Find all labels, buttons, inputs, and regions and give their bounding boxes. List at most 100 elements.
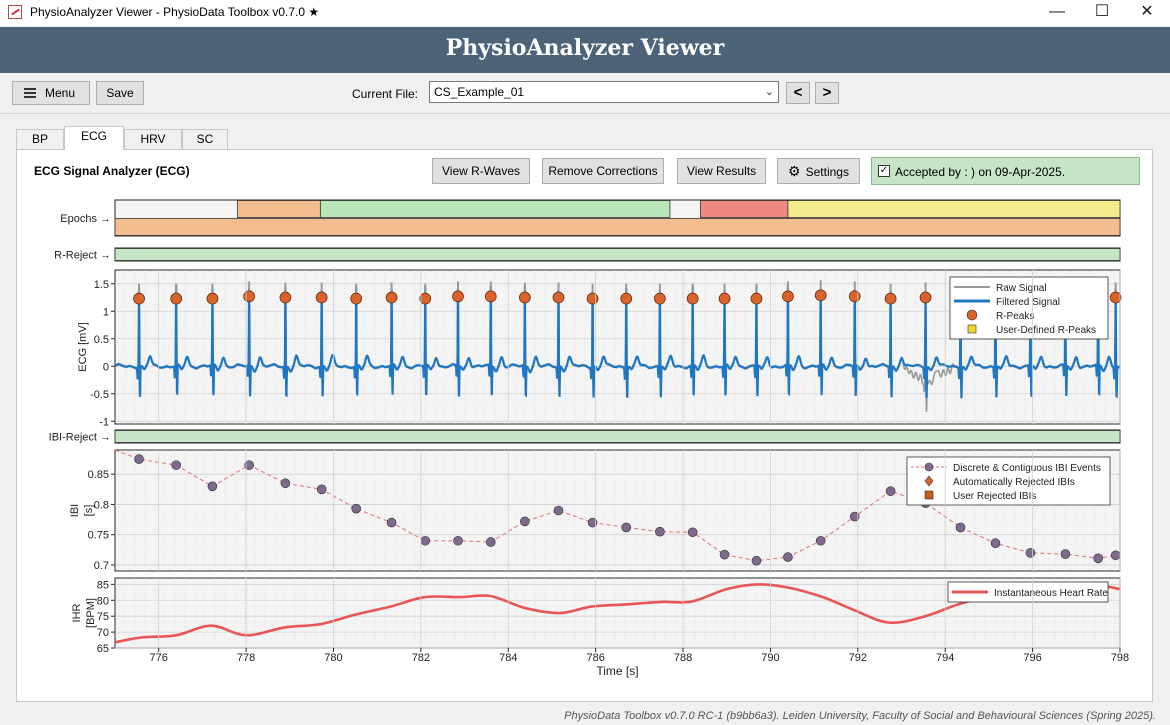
- ihr-xtick-label: 796: [1023, 652, 1041, 664]
- ecg-legend-entry: Filtered Signal: [996, 297, 1060, 308]
- ibi-point: [316, 484, 327, 495]
- ibi-point: [520, 516, 530, 527]
- settings-label: Settings: [805, 165, 849, 179]
- tab-sc[interactable]: SC: [182, 129, 228, 149]
- ibi-point: [453, 535, 463, 546]
- tab-hrv[interactable]: HRV: [124, 129, 182, 149]
- ibi-point: [1060, 549, 1071, 559]
- ibi-point: [420, 535, 431, 546]
- ecg-r-peak-marker: [782, 290, 794, 303]
- ibi-point: [783, 552, 793, 562]
- ecg-ytick-label: 0: [103, 361, 109, 373]
- ecg-legend: Raw Signal Filtered Signal R-Peaks User-Def…: [949, 276, 1109, 340]
- ecg-r-peak-marker: [620, 292, 633, 305]
- ecg-ytick-label: 0.5: [94, 334, 109, 346]
- ibi-legend: Discrete & Contiguous IBI Events Automati…: [906, 456, 1111, 506]
- ibi-point: [621, 522, 632, 533]
- ihr-ytick-label: 70: [97, 627, 109, 639]
- close-icon[interactable]: ✕: [1140, 3, 1154, 20]
- chevron-down-icon: ⌄: [764, 86, 774, 98]
- ibi-point: [751, 555, 762, 566]
- maximize-icon[interactable]: ☐: [1094, 3, 1110, 20]
- ecg-r-peak-marker: [419, 292, 432, 305]
- tab-ecg[interactable]: ECG: [64, 126, 124, 150]
- ecg-ylabel: ECG [mV]: [77, 322, 89, 372]
- ihr-xtick-label: 788: [674, 652, 692, 664]
- current-file-select[interactable]: CS_Example_01 ⌄: [429, 81, 779, 103]
- ecg-legend-swatch: [966, 309, 978, 321]
- ibi-ytick-label: 0.8: [94, 499, 109, 511]
- menu-button[interactable]: Menu: [12, 81, 90, 105]
- view-results-button[interactable]: View Results: [677, 158, 766, 184]
- ecg-r-peak-marker: [814, 289, 827, 302]
- current-file-value: CS_Example_01: [434, 85, 525, 99]
- save-button[interactable]: Save: [96, 81, 144, 105]
- ibi-point: [1025, 548, 1036, 558]
- ecg-r-peak-marker: [385, 291, 398, 304]
- ibi-point: [587, 517, 598, 528]
- ihr-xtick-label: 776: [150, 652, 168, 664]
- ibi-point: [815, 535, 826, 546]
- accepted-status: ✓ Accepted by : ) on 09-Apr-2025.: [871, 157, 1140, 185]
- ibi-point: [485, 537, 496, 547]
- ibi-point: [386, 517, 397, 528]
- ibi-point: [719, 549, 730, 560]
- ihr-ylabel-unit: [BPM]: [85, 598, 97, 628]
- next-file-button[interactable]: >: [815, 82, 839, 104]
- ecg-legend-entry: R-Peaks: [996, 311, 1034, 322]
- accepted-checkbox[interactable]: ✓: [878, 165, 890, 177]
- previous-file-button[interactable]: <: [786, 82, 810, 104]
- window-title: PhysioAnalyzer Viewer - PhysioData Toolb…: [30, 5, 320, 19]
- ecg-r-peak-marker: [243, 290, 255, 303]
- ibi-legend-entry: Discrete & Contiguous IBI Events: [953, 463, 1101, 474]
- epochs-segment: [319, 200, 671, 218]
- ihr-xtick-label: 794: [936, 652, 954, 664]
- ihr-line: [114, 583, 1121, 644]
- settings-button[interactable]: ⚙ Settings: [777, 158, 860, 184]
- ihr-ytick-label: 80: [97, 595, 109, 607]
- ihr-xtick-label: 798: [1111, 652, 1129, 664]
- ibi-legend-swatch: [924, 475, 934, 487]
- ibi-point: [885, 486, 896, 496]
- ihr-ytick-label: 65: [97, 643, 109, 655]
- ibi-ytick-label: 0.7: [94, 560, 109, 572]
- footer-credits: PhysioData Toolbox v0.7.0 RC-1 (b9bb6a3)…: [564, 710, 1156, 722]
- ihr-xtick-label: 782: [412, 652, 430, 664]
- ecg-ytick-label: 1.5: [94, 279, 109, 291]
- ibi-ylabel-unit: [s]: [83, 505, 95, 517]
- ihr-legend-entry: Instantaneous Heart Rate: [994, 588, 1108, 599]
- ibi-legend-box: [906, 456, 1111, 506]
- ecg-r-peak-marker: [686, 292, 699, 305]
- ihr-legend: Instantaneous Heart Rate: [947, 581, 1109, 603]
- ibi-point: [244, 460, 254, 470]
- ibi-legend-swatch: [924, 490, 934, 500]
- epochs-segment: [700, 200, 789, 218]
- ibi-point: [1093, 553, 1103, 564]
- ecg-r-peak-marker: [919, 291, 932, 304]
- ecg-legend-swatch: [967, 324, 977, 334]
- ibi-point: [171, 460, 181, 470]
- r-reject-segment: [114, 248, 1121, 261]
- ecg-ytick-label: -0.5: [90, 389, 109, 401]
- epochs-segment: [236, 200, 321, 218]
- view-r-waves-button[interactable]: View R-Waves: [432, 158, 530, 184]
- minimize-icon[interactable]: —: [1049, 3, 1065, 20]
- ecg-r-peak-marker: [484, 290, 497, 303]
- ecg-filtered-signal-line: [114, 284, 1121, 399]
- ibi-reject-segment: [114, 430, 1121, 443]
- ibi-legend-entry: User Rejected IBIs: [953, 491, 1036, 502]
- ihr-ytick-label: 75: [97, 611, 109, 623]
- tab-bp[interactable]: BP: [16, 129, 64, 149]
- ecg-r-peak-marker: [133, 292, 145, 305]
- r-reject-label: R-Reject →: [54, 250, 111, 262]
- ibi-ylabel: IBI: [69, 504, 81, 517]
- ibi-point: [553, 505, 564, 516]
- epochs-label: Epochs →: [60, 213, 111, 225]
- ibi-point: [687, 527, 698, 538]
- panel-title: ECG Signal Analyzer (ECG): [34, 164, 190, 178]
- ecg-r-peak-marker: [452, 290, 464, 303]
- ibi-point: [955, 522, 966, 533]
- remove-corrections-button[interactable]: Remove Corrections: [542, 158, 664, 184]
- epochs-segment: [114, 218, 1121, 236]
